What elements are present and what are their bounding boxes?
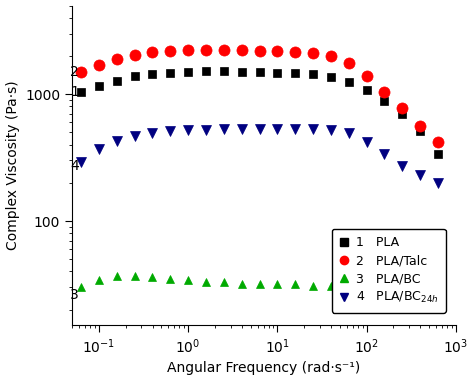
- Text: 2: 2: [70, 65, 79, 79]
- Text: 3: 3: [70, 288, 79, 302]
- Text: 4: 4: [70, 159, 79, 173]
- Text: 1: 1: [70, 85, 79, 99]
- X-axis label: Angular Frequency (rad·s⁻¹): Angular Frequency (rad·s⁻¹): [167, 362, 361, 375]
- Y-axis label: Complex Viscosity (Pa·s): Complex Viscosity (Pa·s): [6, 81, 19, 250]
- Legend: 1   PLA, 2   PLA/Talc, 3   PLA/BC, 4   PLA/BC$_{24h}$: 1 PLA, 2 PLA/Talc, 3 PLA/BC, 4 PLA/BC$_{…: [332, 229, 446, 313]
